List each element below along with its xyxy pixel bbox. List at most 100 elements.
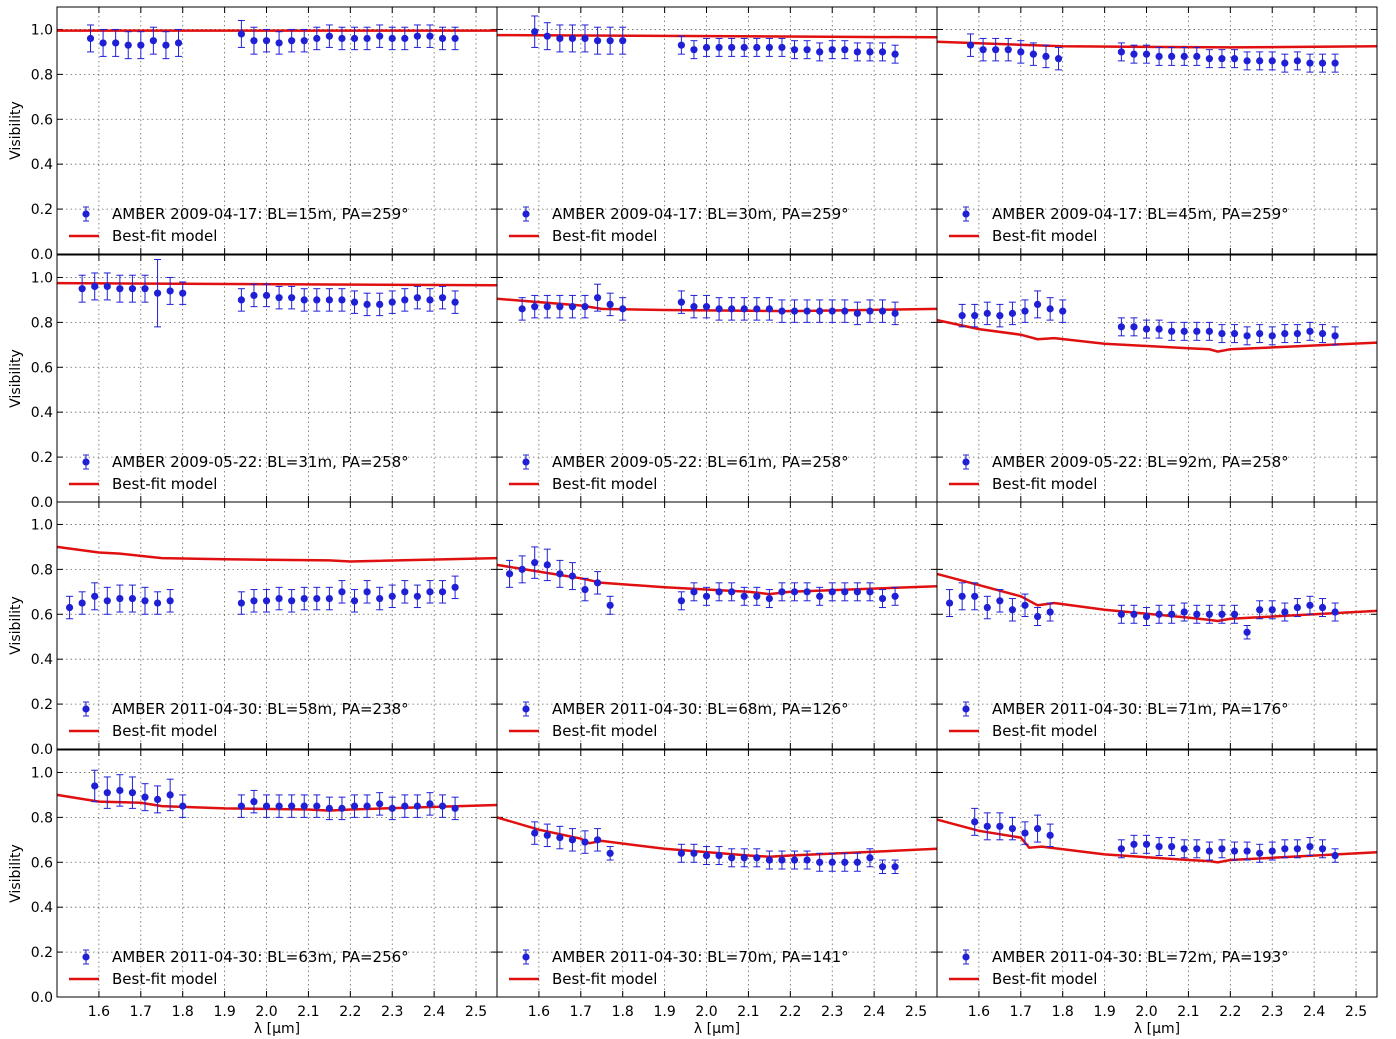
x-tick-label: 2.1 [1177,1004,1199,1020]
legend-data-marker [962,210,970,218]
data-point [388,298,396,306]
data-point [1281,845,1289,853]
data-point [765,856,773,864]
data-point [1281,329,1289,338]
data-point [153,599,162,607]
data-point [1256,606,1264,614]
data-point [350,298,359,306]
data-point [1117,845,1125,853]
chart-panel-8: AMBER 2011-04-30: BL=68m, PA=126° Best-fi… [496,501,938,750]
y-tick-label: 0.0 [31,247,53,263]
data-point [945,599,954,607]
data-point [250,597,258,605]
x-tick-label: 1.7 [130,1004,152,1020]
data-point [891,863,899,871]
data-point [325,296,333,304]
data-point [568,572,577,580]
data-point [715,305,723,313]
legend-model-label: Best-fit model [552,970,657,988]
data-point [619,37,627,45]
legend-data-marker [82,458,90,466]
chart-panel-1: 0.0 0.2 0.4 0.6 0.8 1.0 Visibility AMBER 2009-0… [8,6,498,263]
data-point [1008,606,1017,614]
x-tick-label: 2.0 [1135,1004,1157,1020]
data-point [1268,57,1276,65]
data-point [275,802,283,810]
data-point [841,307,849,315]
y-tick-label: 0.8 [31,67,53,83]
data-point [86,34,95,43]
data-point [702,43,711,52]
chart-panel-2: AMBER 2009-04-17: BL=30m, PA=259° Best-fi… [496,6,938,255]
y-tick-label: 0.4 [31,652,53,668]
data-point [275,39,283,47]
data-point [983,822,991,830]
x-tick-label: 1.9 [653,1004,675,1020]
data-point [790,856,799,864]
y-axis-label: Visibility [8,596,24,655]
data-point [816,592,824,600]
legend-model-label: Best-fit model [992,227,1097,245]
data-point [556,833,564,842]
data-point [702,303,711,311]
data-point [1318,845,1327,853]
data-point [606,37,614,45]
data-point [1243,847,1251,855]
data-point [78,285,86,293]
data-point [958,592,966,600]
y-tick-label: 0.6 [31,855,53,871]
data-point [388,804,396,812]
data-point [1033,612,1042,621]
data-point [103,597,111,605]
data-point [581,34,589,43]
data-point [690,303,698,311]
x-tick-label: 1.6 [528,1004,550,1020]
data-point [363,300,371,308]
data-point [338,588,346,596]
x-tick-label: 2.5 [1345,1004,1367,1020]
data-point [581,585,589,594]
data-point [451,34,459,43]
data-point [866,307,874,315]
legend-model-label: Best-fit model [112,722,217,740]
data-point [153,795,162,804]
legend-data-marker [962,705,970,713]
chart-panel-12: 1.6 1.7 1.8 1.9 2.0 2.1 2.2 2.3 2.4 2.5 λ [μm] AMBE… [936,749,1378,1037]
data-point [866,48,874,56]
data-point [116,786,124,795]
data-point [740,305,748,313]
data-point [1046,305,1054,313]
data-point [531,559,539,567]
data-point [1256,329,1264,338]
data-point [996,822,1004,830]
data-point [803,46,811,54]
data-point [878,307,887,315]
data-point [1193,610,1201,618]
y-tick-label: 0.8 [31,562,53,578]
y-tick-label: 0.6 [31,112,53,128]
y-tick-label: 0.0 [31,742,53,758]
data-point [1168,52,1176,61]
data-point [581,838,589,846]
model-curve [56,281,498,287]
data-point [91,282,99,291]
data-point [1205,327,1213,335]
data-point [1046,608,1054,616]
data-point [1130,840,1138,848]
data-point [1017,48,1025,56]
x-tick-label: 2.3 [1261,1004,1283,1020]
data-point [103,789,111,797]
data-point [1142,840,1151,848]
data-point [891,309,899,317]
data-point [1142,325,1151,333]
data-point [91,592,99,600]
data-point [1180,327,1188,335]
legend-data-label: AMBER 2011-04-30: BL=58m, PA=238° [112,700,409,718]
data-point [141,597,149,605]
data-point [1168,327,1176,335]
data-point [543,32,551,40]
data-point [124,41,132,49]
data-point [1130,323,1138,331]
data-point [606,300,614,308]
data-point [1155,842,1163,851]
